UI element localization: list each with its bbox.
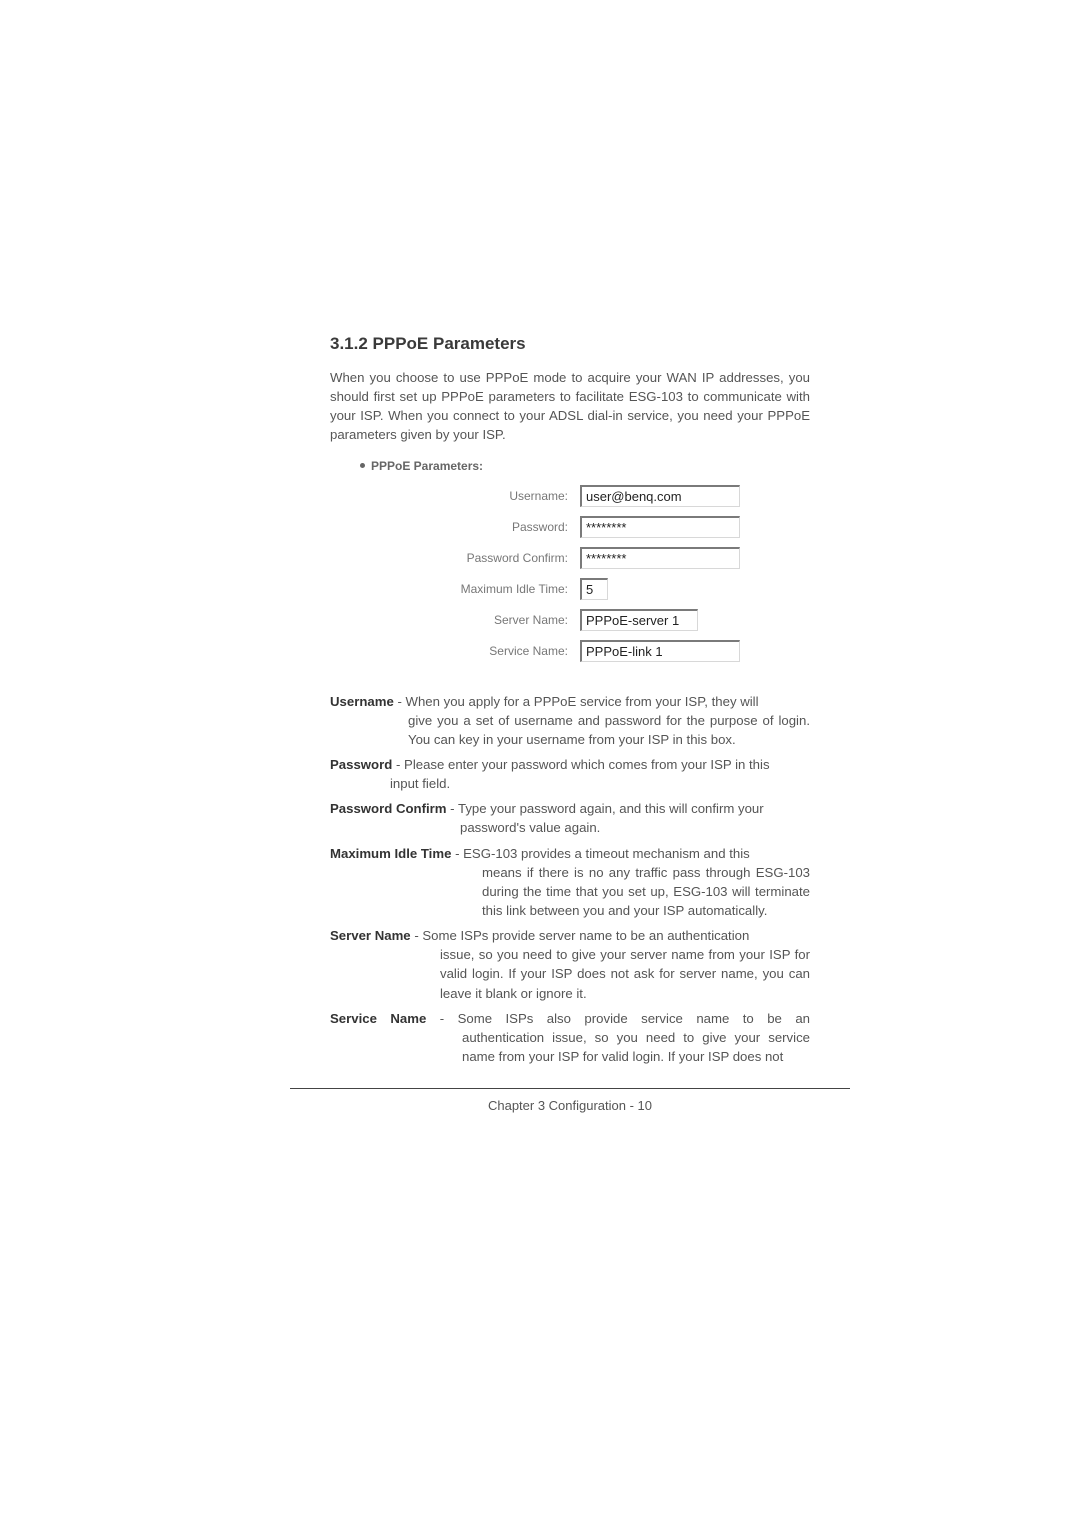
label-password: Password: (360, 520, 580, 534)
term-username: Username (330, 694, 394, 709)
input-username[interactable] (580, 485, 740, 507)
term-password-confirm: Password Confirm (330, 801, 447, 816)
bullet-icon (360, 463, 365, 468)
def-password-confirm: Password Confirm - Type your password ag… (330, 799, 810, 837)
def-servername-first: - Some ISPs provide server name to be an… (411, 928, 750, 943)
label-password-confirm: Password Confirm: (360, 551, 580, 565)
intro-paragraph: When you choose to use PPPoE mode to acq… (330, 368, 810, 445)
def-server-name: Server Name - Some ISPs provide server n… (330, 926, 810, 1003)
term-server-name: Server Name (330, 928, 411, 943)
term-idle: Maximum Idle Time (330, 846, 451, 861)
label-server-name: Server Name: (360, 613, 580, 627)
form-title: PPPoE Parameters: (360, 459, 810, 473)
form-title-text: PPPoE Parameters: (371, 459, 483, 473)
term-service-name: Service Name (330, 1011, 426, 1026)
def-service-name: Service Name - Some ISPs also provide se… (330, 1009, 810, 1066)
def-pwconfirm-cont: password's value again. (330, 818, 810, 837)
row-password: Password: (360, 516, 810, 538)
definitions: Username - When you apply for a PPPoE se… (330, 692, 810, 1067)
def-pwconfirm-first: - Type your password again, and this wil… (447, 801, 764, 816)
input-server-name[interactable] (580, 609, 698, 631)
label-idle: Maximum Idle Time: (360, 582, 580, 596)
def-idle: Maximum Idle Time - ESG-103 provides a t… (330, 844, 810, 921)
input-service-name[interactable] (580, 640, 740, 662)
def-servername-cont: issue, so you need to give your server n… (330, 945, 810, 1002)
input-idle[interactable] (580, 578, 608, 600)
row-password-confirm: Password Confirm: (360, 547, 810, 569)
page-footer: Chapter 3 Configuration - 10 (488, 1098, 652, 1113)
row-idle: Maximum Idle Time: (360, 578, 810, 600)
pppoe-form: PPPoE Parameters: Username: Password: Pa… (360, 459, 810, 662)
def-password: Password - Please enter your password wh… (330, 755, 810, 793)
row-username: Username: (360, 485, 810, 507)
term-password: Password (330, 757, 392, 772)
section-heading: 3.1.2 PPPoE Parameters (330, 334, 810, 354)
label-username: Username: (360, 489, 580, 503)
input-password-confirm[interactable] (580, 547, 740, 569)
def-idle-first: - ESG-103 provides a timeout mechanism a… (451, 846, 749, 861)
def-password-cont: input field. (330, 774, 810, 793)
input-password[interactable] (580, 516, 740, 538)
def-servicename-cont: authentication issue, so you need to giv… (330, 1028, 810, 1066)
def-servicename-first: - Some ISPs also provide service name to… (426, 1011, 810, 1026)
def-username-cont: give you a set of username and password … (330, 711, 810, 749)
label-service-name: Service Name: (360, 644, 580, 658)
def-username: Username - When you apply for a PPPoE se… (330, 692, 810, 749)
def-idle-cont: means if there is no any traffic pass th… (330, 863, 810, 920)
row-service-name: Service Name: (360, 640, 810, 662)
row-server-name: Server Name: (360, 609, 810, 631)
def-password-first: - Please enter your password which comes… (392, 757, 769, 772)
def-username-first: - When you apply for a PPPoE service fro… (394, 694, 759, 709)
footer-rule (290, 1088, 850, 1089)
